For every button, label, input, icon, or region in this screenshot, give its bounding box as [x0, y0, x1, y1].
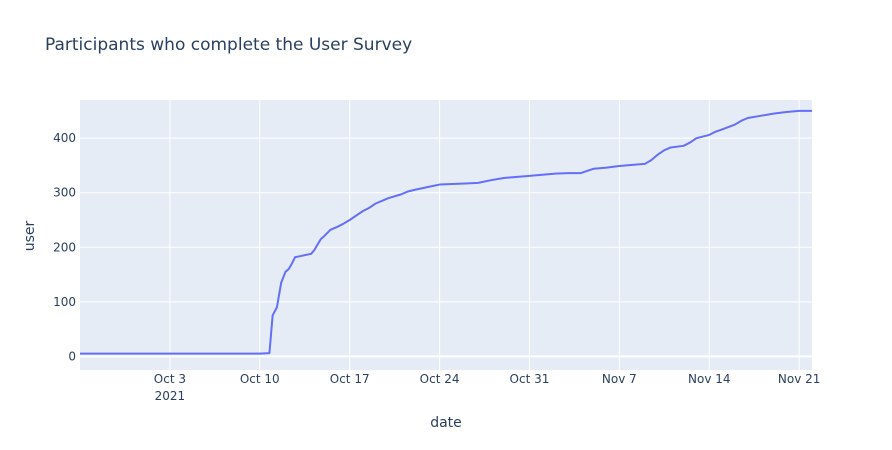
plot-area [80, 100, 812, 370]
x-axis-title: date [430, 415, 462, 431]
x-tick-label: Oct 3 [154, 372, 186, 386]
x-tick-label: Nov 7 [602, 372, 637, 386]
grid [80, 100, 812, 370]
series-line [80, 109, 812, 355]
x-tick-label: Oct 24 [420, 372, 460, 386]
y-tick-label: 0 [68, 349, 76, 363]
x-tick-label: Oct 10 [240, 372, 280, 386]
x-tick-label: Nov 14 [688, 372, 731, 386]
x-tick-label: Nov 21 [778, 372, 821, 386]
x-tick-label: Oct 31 [510, 372, 550, 386]
y-tick-label: 300 [53, 186, 76, 200]
y-tick-label: 400 [53, 131, 76, 145]
x-tick-label: Oct 17 [330, 372, 370, 386]
series-layer [80, 109, 812, 355]
x-tick-sublabel: 2021 [155, 389, 186, 403]
y-tick-label: 100 [53, 295, 76, 309]
tick-labels: 0 100 200 300 400 Oct 3 2021 Oct 10 Oct 17 Oct 24… [53, 131, 820, 403]
y-tick-label: 200 [53, 240, 76, 254]
chart-title: Participants who complete the User Surve… [45, 35, 412, 55]
plot-background [80, 100, 812, 370]
y-axis-title: user [22, 220, 38, 251]
